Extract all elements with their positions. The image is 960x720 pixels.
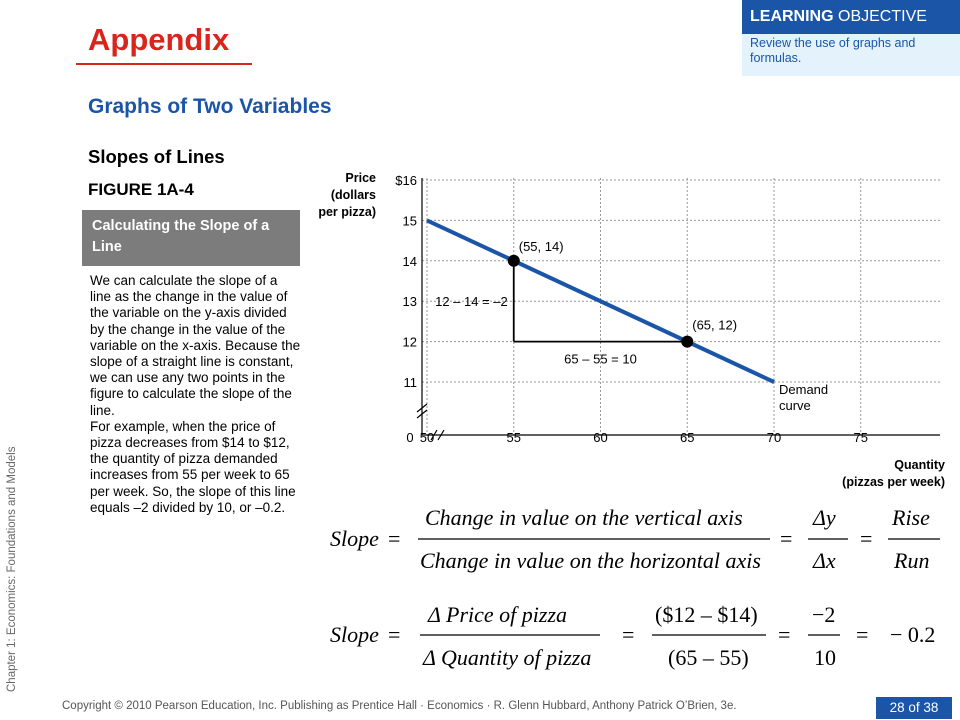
footer-copyright: Copyright © 2010 Pearson Education, Inc.… [62, 700, 737, 712]
formula2-num-values: ($12 – $14) [655, 602, 758, 627]
chart-annotations: (55, 14) (65, 12) 12 – 14 = –2 65 – 55 = 10… [435, 239, 828, 413]
learning-objective-text: Review the use of graphs and formulas. [750, 36, 916, 65]
formula2-equals-1: = [388, 622, 400, 647]
formula2-denominator: Δ Quantity of pizza [422, 645, 591, 670]
description-paragraph-2: For example, when the price of pizza dec… [90, 418, 296, 515]
data-point-0 [507, 254, 520, 267]
learning-objective-header: LEARNING OBJECTIVE [742, 0, 960, 34]
formula1-slope-word: Slope [330, 526, 379, 551]
formula2-slope-word: Slope [330, 622, 379, 647]
y-axis-label-line-1: (dollars [331, 188, 376, 202]
formula2-equals-3: = [778, 622, 790, 647]
chapter-side-label: Chapter 1: Economics: Foundations and Mo… [6, 446, 18, 692]
formula1-run: Run [893, 548, 929, 573]
demand-curve-line-0 [426, 218, 775, 384]
chart-axes [416, 178, 940, 441]
point-label-1: (65, 12) [692, 318, 737, 333]
slope-formulas: Slope = Change in value on the vertical … [330, 505, 940, 670]
curve-label-line-1: curve [779, 398, 811, 413]
rise-label: 12 – 14 = –2 [435, 294, 508, 309]
formula1-denominator: Change in value on the horizontal axis [420, 548, 761, 573]
y-axis-break-2 [416, 409, 428, 419]
description-paragraph-1: We can calculate the slope of a line as … [90, 273, 301, 418]
figure-description: We can calculate the slope of a line as … [90, 273, 302, 516]
formula1-equals-1: = [388, 526, 400, 551]
point-label-0: (55, 14) [519, 239, 564, 254]
page-title: Appendix [88, 22, 230, 57]
y-axis-label-line-0: Price [345, 171, 376, 185]
formula1-equals-3: = [860, 526, 872, 551]
x-tick-label-0: 0 [406, 430, 413, 445]
x-tick-label-5: 70 [767, 430, 781, 445]
x-axis-label-line-1: (pizzas per week) [842, 475, 945, 489]
data-points [507, 254, 694, 348]
y-tick-label-4: 12 [403, 335, 417, 350]
formula2-den-result: 10 [814, 645, 836, 670]
y-axis-label-line-2: per pizza) [318, 205, 376, 219]
curve-label-line-0: Demand [779, 382, 828, 397]
x-tick-label-2: 55 [507, 430, 521, 445]
formula2-equals-2: = [622, 622, 634, 647]
section-heading: Graphs of Two Variables [88, 95, 332, 118]
formula1-numerator: Change in value on the vertical axis [425, 505, 743, 530]
formula2-num-result: −2 [812, 602, 835, 627]
learning-objective-box: Review the use of graphs and formulas. [742, 34, 960, 76]
x-axis-label-line-0: Quantity [894, 458, 945, 472]
y-tick-labels: $16 15 14 13 12 11 [395, 173, 417, 390]
figure-number: FIGURE 1A-4 [88, 180, 194, 199]
y-tick-label-1: 15 [403, 213, 417, 228]
formula2-den-values: (65 – 55) [668, 645, 749, 670]
demand-series [426, 218, 775, 384]
x-tick-label-4: 65 [680, 430, 694, 445]
formula1-delta-x: Δx [812, 548, 836, 573]
title-underline [76, 63, 252, 65]
y-tick-label-5: 11 [404, 375, 418, 390]
x-tick-label-3: 60 [593, 430, 607, 445]
formula2-equals-4: = [856, 622, 868, 647]
formula1-delta-y: Δy [812, 505, 836, 530]
y-tick-label-2: 14 [403, 254, 417, 269]
slope-chart: Price (dollars per pizza) Quantity (pizzas … [318, 171, 945, 489]
x-axis-label: Quantity (pizzas per week) [842, 458, 945, 489]
y-tick-label-0: $16 [395, 173, 417, 188]
y-tick-label-3: 13 [403, 294, 417, 309]
x-tick-label-6: 75 [854, 430, 868, 445]
x-axis-break-2 [437, 429, 445, 441]
caption-title: Calculating the Slope of a Line [92, 218, 270, 255]
page-number-badge: 28 of 38 [876, 697, 952, 719]
rise-run-triangle [512, 260, 688, 343]
y-axis-break-1 [416, 403, 428, 413]
data-point-1 [681, 335, 694, 348]
formula1-equals-2: = [780, 526, 792, 551]
formula2-result: − 0.2 [890, 622, 935, 647]
section-subheading: Slopes of Lines [88, 146, 225, 167]
x-axis-break-1 [430, 429, 438, 441]
formula2-numerator: Δ Price of pizza [427, 602, 567, 627]
learning-objective-label-bold: LEARNING [750, 8, 834, 25]
x-tick-labels: 0 50 55 60 65 70 75 [406, 430, 868, 445]
y-axis-label: Price (dollars per pizza) [318, 171, 376, 219]
run-label: 65 – 55 = 10 [564, 352, 637, 367]
formula1-rise: Rise [891, 505, 930, 530]
x-tick-label-1: 50 [420, 430, 434, 445]
learning-objective-label-rest: OBJECTIVE [833, 8, 927, 25]
caption-box [82, 210, 300, 266]
